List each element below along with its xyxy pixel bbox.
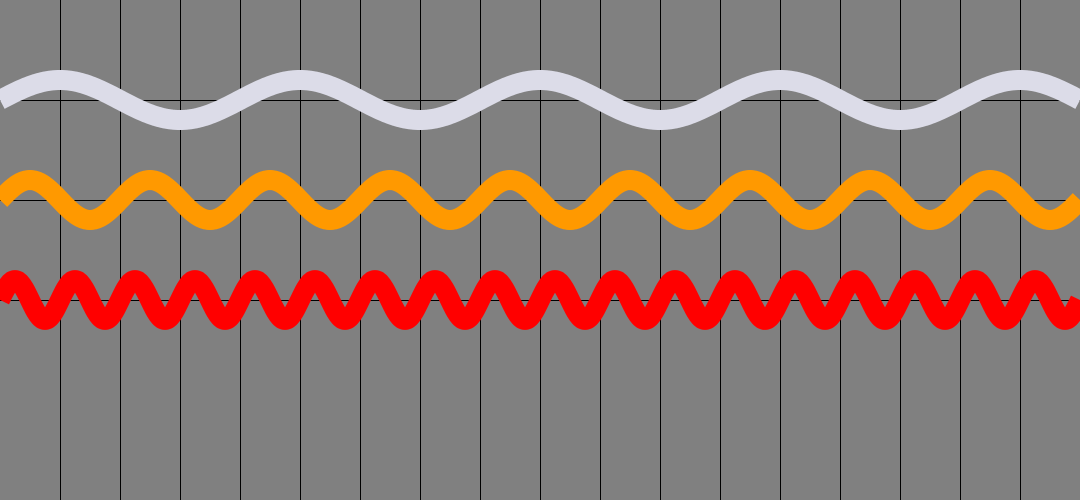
wave-lavender [0,70,1080,130]
wave-red [0,270,1080,330]
wave-orange [0,170,1080,230]
waves [0,70,1080,330]
